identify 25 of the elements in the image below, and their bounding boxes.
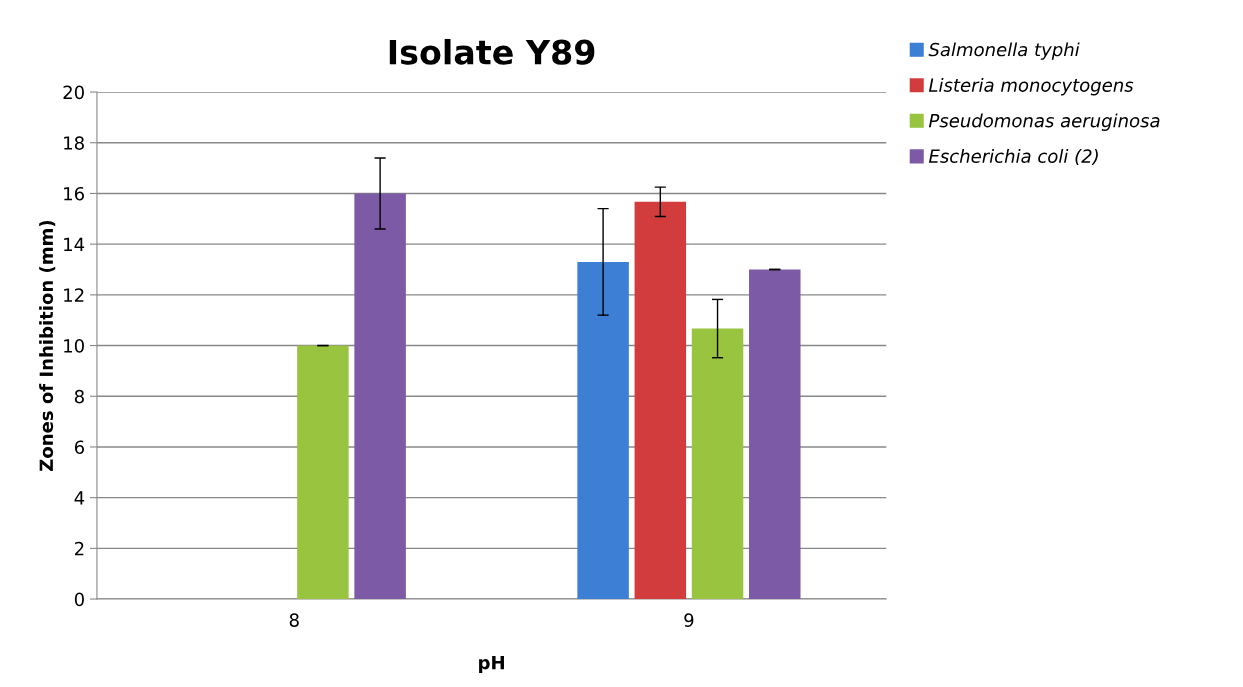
y-tick-label: 6 <box>74 440 85 455</box>
y-tick-label: 2 <box>74 541 84 556</box>
bar <box>354 193 406 600</box>
y-tick-label: 18 <box>64 136 84 150</box>
y-tick-label: 14 <box>64 237 85 252</box>
legend-label: Listeria monocytogens <box>928 77 1134 96</box>
bar <box>749 269 801 600</box>
y-tick-label: 16 <box>64 186 85 201</box>
y-tick-label: 0 <box>74 592 84 607</box>
y-axis-title: Zones of Inhibition (mm) <box>39 220 56 471</box>
y-tick-label: 8 <box>74 389 84 404</box>
legend-label: Pseudomonas aeruginosa <box>928 113 1160 131</box>
legend-label: Salmonella typhi <box>928 42 1080 60</box>
legend-label: Escherichia coli (2) <box>928 148 1098 166</box>
bar <box>297 345 349 600</box>
bar <box>577 261 629 600</box>
x-tick-label: 9 <box>684 613 694 627</box>
y-tick-label: 12 <box>64 288 84 302</box>
y-tick-label: 4 <box>74 491 85 505</box>
chart-title: Isolate Y89 <box>389 38 595 65</box>
y-tick-label: 10 <box>64 339 84 353</box>
bar <box>634 201 687 600</box>
bar <box>691 328 744 600</box>
y-tick-label: 20 <box>63 85 84 100</box>
x-axis-title: pH <box>479 655 504 673</box>
